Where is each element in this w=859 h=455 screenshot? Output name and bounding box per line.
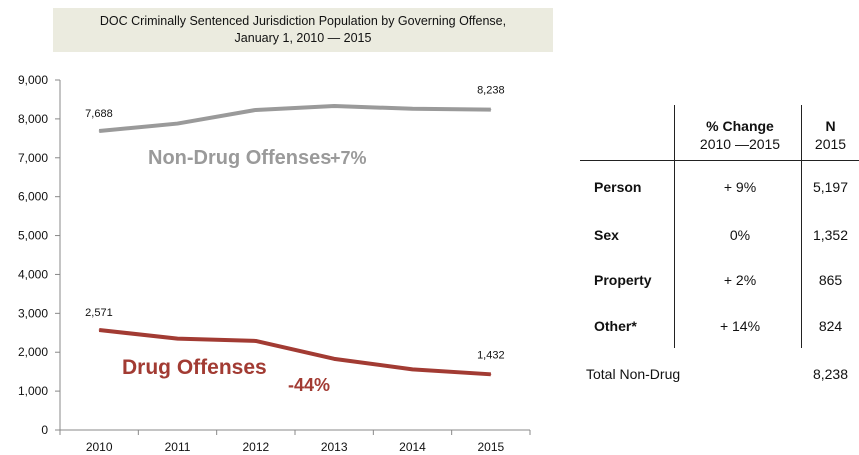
chart-title-line-1: DOC Criminally Sentenced Jurisdiction Po…: [99, 14, 507, 28]
y-tick-label: 9,000: [18, 73, 48, 87]
row-label-sex: Sex: [594, 227, 619, 243]
row-n-property: 865: [818, 272, 843, 288]
y-tick-label: 2,000: [18, 345, 48, 359]
col-subheader-change: 2010 —2015: [699, 136, 781, 152]
row-n-other: 824: [818, 318, 843, 334]
y-tick-label: 0: [41, 423, 48, 437]
data-point: [412, 368, 413, 370]
table-divider-1: [674, 105, 675, 348]
chart-title: DOC Criminally Sentenced Jurisdiction Po…: [53, 8, 553, 52]
data-point: [412, 108, 413, 110]
data-point: [333, 358, 335, 360]
row-label-property: Property: [594, 272, 652, 288]
data-point: [177, 338, 178, 340]
col-subheader-n: 2015: [814, 136, 847, 152]
data-point: [490, 373, 492, 375]
series-name-label: Drug Offenses: [122, 356, 267, 379]
data-point: [255, 340, 257, 342]
table-header-rule: [580, 160, 859, 161]
total-label: Total Non-Drug: [586, 366, 681, 382]
row-label-other: Other*: [594, 318, 637, 334]
row-change-other: + 14%: [719, 318, 761, 334]
y-tick-label: 3,000: [18, 306, 48, 320]
start-value-label: 2,571: [85, 307, 113, 319]
data-point: [98, 130, 100, 132]
series-line-0: [98, 104, 491, 134]
series-line-1: [98, 328, 491, 377]
col-header-n: N: [825, 118, 836, 134]
row-change-sex: 0%: [729, 227, 751, 243]
table-divider-2: [801, 105, 802, 348]
series-change-label: -44%: [288, 375, 330, 395]
x-tick-label: 2015: [477, 440, 504, 454]
y-tick-label: 1,000: [18, 384, 48, 398]
y-tick-label: 7,000: [18, 151, 48, 165]
y-tick-label: 4,000: [18, 267, 48, 281]
x-tick-label: 2010: [86, 440, 113, 454]
data-point: [98, 329, 100, 331]
offense-table: % Change 2010 —2015 N 2015 Person + 9% 5…: [580, 0, 859, 455]
row-change-person: + 9%: [723, 179, 757, 195]
series-name-label: Non-Drug Offenses: [148, 147, 331, 169]
data-point: [333, 105, 335, 107]
end-value-label: 8,238: [477, 85, 505, 97]
x-tick-label: 2011: [165, 440, 191, 454]
end-value-label: 1,432: [477, 349, 505, 361]
x-tick-label: 2013: [321, 440, 348, 454]
data-point: [490, 109, 492, 111]
col-header-change: % Change: [706, 118, 774, 134]
data-point: [177, 123, 178, 125]
start-value-label: 7,688: [85, 108, 113, 120]
data-point: [255, 109, 257, 111]
row-change-property: + 2%: [723, 272, 757, 288]
total-n: 8,238: [812, 366, 849, 382]
x-tick-label: 2012: [242, 440, 269, 454]
series-change-label: +7%: [330, 148, 367, 168]
y-tick-label: 8,000: [18, 112, 48, 126]
row-label-person: Person: [594, 179, 642, 195]
row-n-person: 5,197: [812, 179, 849, 195]
x-tick-label: 2014: [399, 440, 426, 454]
line-chart: 0 1,000 2,000 3,000 4,000 5,000 6,000 7,000 8,00…: [18, 73, 531, 454]
chart-title-line-2: January 1, 2010 — 2015: [234, 31, 372, 45]
y-tick-label: 6,000: [18, 190, 48, 204]
y-tick-label: 5,000: [18, 229, 48, 243]
row-n-sex: 1,352: [812, 227, 849, 243]
